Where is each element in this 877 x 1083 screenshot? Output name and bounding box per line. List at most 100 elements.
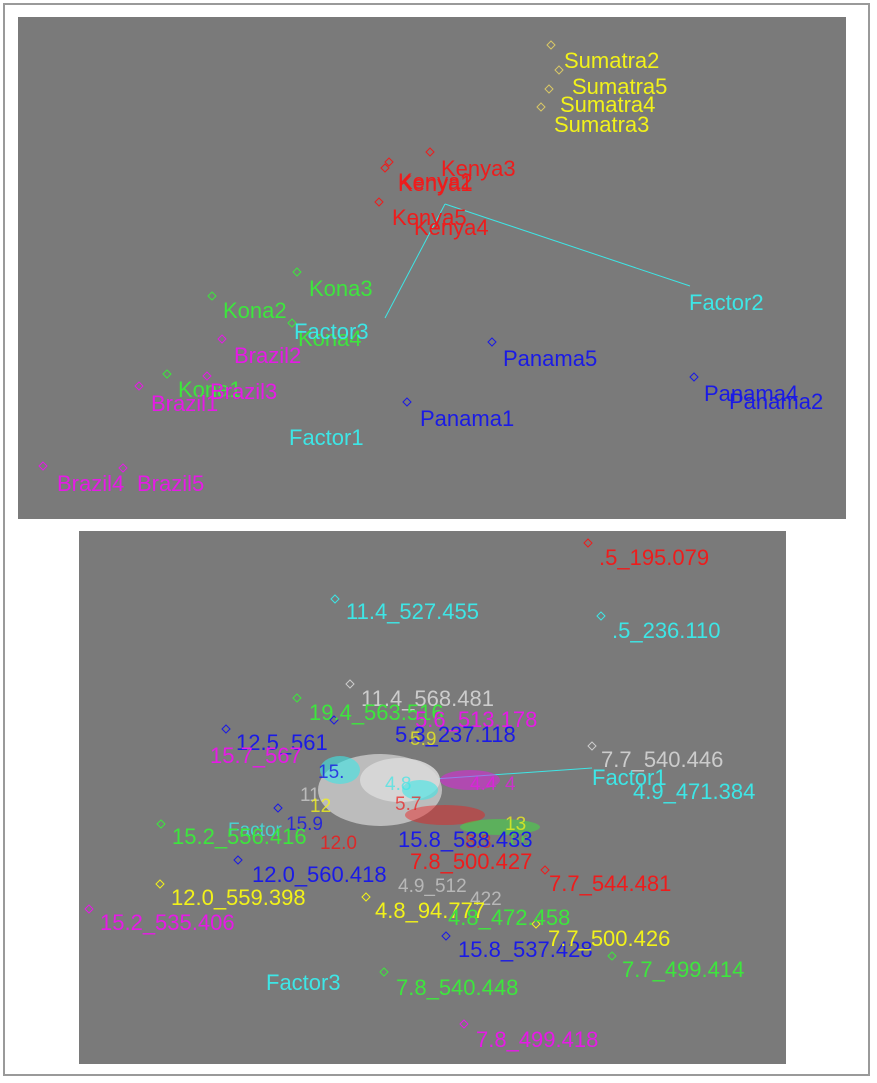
bottom-point-label: 11.4_568.481 [361, 686, 494, 711]
marker-bottom-18 [459, 1019, 469, 1029]
svg-text:5.7: 5.7 [395, 794, 421, 815]
top-point-label: Kona3 [309, 276, 373, 301]
svg-text:8.3: 8.3 [465, 832, 491, 853]
marker-kenya1 [380, 163, 390, 173]
bottom-point-label: .5_236.110 [612, 618, 720, 643]
marker-kona3 [292, 267, 302, 277]
marker-sumatra3 [536, 102, 546, 112]
marker-sumatra2 [546, 40, 556, 50]
bottom-point-label: 15.2_535.406 [100, 910, 235, 935]
svg-text:11.: 11. [300, 785, 325, 806]
svg-text:422: 422 [470, 889, 502, 910]
top-point-label: Brazil5 [137, 471, 204, 496]
svg-text:12.0: 12.0 [320, 833, 357, 854]
bottom-clutter-text: 15. 11. 12 Factor 15.9 12.0 4.8 4.4 4 5.… [228, 729, 531, 910]
marker-bottom-13 [361, 892, 371, 902]
bottom-point-label: 15.8_537.428 [458, 937, 593, 962]
svg-text:5.9: 5.9 [410, 729, 436, 750]
bottom-point-label: 5.6_513.178 [415, 707, 537, 732]
top-point-label: Sumatra3 [554, 112, 649, 137]
bottom-marker-layer [84, 538, 617, 1029]
marker-bottom-2 [330, 594, 340, 604]
marker-brazil2 [217, 334, 227, 344]
svg-text:15.: 15. [318, 762, 344, 783]
marker-bottom-1 [583, 538, 593, 548]
marker-bottom-11 [155, 879, 165, 889]
marker-brazil1 [134, 381, 144, 391]
bottom-point-label: 12.0_559.398 [171, 885, 306, 910]
top-point-label: Panama2 [729, 389, 823, 414]
svg-text:13: 13 [505, 814, 526, 835]
top-point-label: Brazil1 [151, 391, 218, 416]
marker-bottom-8 [156, 819, 166, 829]
top-point-label: Sumatra5 [572, 74, 667, 99]
bottom-point-label: 7.7_540.446 [601, 747, 723, 772]
svg-text:4.8: 4.8 [385, 774, 411, 795]
bottom-point-label: 4.8_94.777 [375, 898, 485, 923]
bottom-point-label: 7.8_499.418 [476, 1027, 598, 1052]
marker-bottom-14 [441, 931, 451, 941]
top-axis-factor2-line [444, 203, 691, 287]
bottom-point-label: 7.7_544.481 [549, 871, 671, 896]
marker-panama1 [402, 397, 412, 407]
top-point-label: Kenya4 [414, 215, 489, 240]
top-factor-label: Factor1 [289, 425, 364, 450]
bottom-factor-label: Factor3 [266, 970, 341, 995]
label-layer: Sumatra2Sumatra5Sumatra4Sumatra3Kenya3Ke… [57, 48, 823, 1052]
bottom-point-label: 7.7_500.426 [548, 926, 670, 951]
top-point-label: Kona4 [298, 326, 362, 351]
bottom-point-label: .5_195.079 [599, 545, 709, 570]
marker-bottom-20 [329, 715, 339, 725]
top-point-label: Brazil4 [57, 471, 124, 496]
top-point-label: Kenya5 [392, 205, 467, 230]
top-point-label: Panama5 [503, 346, 597, 371]
svg-text:4.4: 4.4 [470, 774, 497, 795]
marker-sumatra5 [554, 65, 564, 75]
top-axis-factor3-line [384, 203, 446, 319]
bottom-factor-label: Factor1 [592, 765, 667, 790]
top-point-label: Panama4 [704, 381, 798, 406]
bottom-point-label: 7.7_499.414 [622, 957, 744, 982]
marker-brazil5 [118, 463, 128, 473]
marker-kona2 [207, 291, 217, 301]
svg-text:86: 86 [510, 830, 531, 851]
marker-bottom-3 [596, 611, 606, 621]
top-factor-label: Factor3 [294, 319, 369, 344]
bottom-point-label: 15.7_567 [210, 743, 302, 768]
marker-panama5 [487, 337, 497, 347]
svg-text:15.9: 15.9 [286, 814, 323, 835]
marker-kenya2 [384, 157, 394, 167]
bottom-point-label: 4.9_471.384 [633, 779, 755, 804]
marker-kona4 [287, 318, 297, 328]
marker-sumatra4 [544, 84, 554, 94]
svg-text:4: 4 [505, 774, 516, 795]
marker-bottom-15 [531, 919, 541, 929]
marker-brazil4 [38, 461, 48, 471]
marker-bottom-5 [292, 693, 302, 703]
marker-bottom-12 [84, 904, 94, 914]
bottom-point-label: 15.2_556.416 [172, 824, 307, 849]
marker-bottom-9 [273, 803, 283, 813]
top-point-label: Brazil3 [210, 379, 277, 404]
marker-bottom-17 [379, 967, 389, 977]
marker-bottom-16 [607, 951, 617, 961]
top-point-label: Panama1 [420, 406, 514, 431]
bottom-point-label: 12.5_561 [236, 730, 328, 755]
top-factor-label: Factor2 [689, 290, 764, 315]
top-point-label: Kenya1 [398, 171, 473, 196]
top-point-label: Kona1 [178, 377, 242, 402]
bottom-point-label: 19.4_563.516 [309, 700, 444, 725]
svg-text:12: 12 [310, 796, 331, 817]
marker-bottom-7 [587, 741, 597, 751]
marker-bottom-6 [221, 724, 231, 734]
bottom-point-label: 12.0_560.418 [252, 862, 387, 887]
marker-bottom-10 [233, 855, 243, 865]
bottom-point-label: 7.8_540.448 [396, 975, 518, 1000]
bottom-point-label: 7.8_500.427 [410, 849, 532, 874]
top-point-label: Kenya2 [398, 169, 473, 194]
top-plot-panel [18, 17, 846, 519]
marker-brazil3 [202, 371, 212, 381]
marker-bottom-4 [345, 679, 355, 689]
bottom-point-label: 4.8_472.458 [448, 905, 570, 930]
top-point-label: Sumatra4 [560, 92, 655, 117]
